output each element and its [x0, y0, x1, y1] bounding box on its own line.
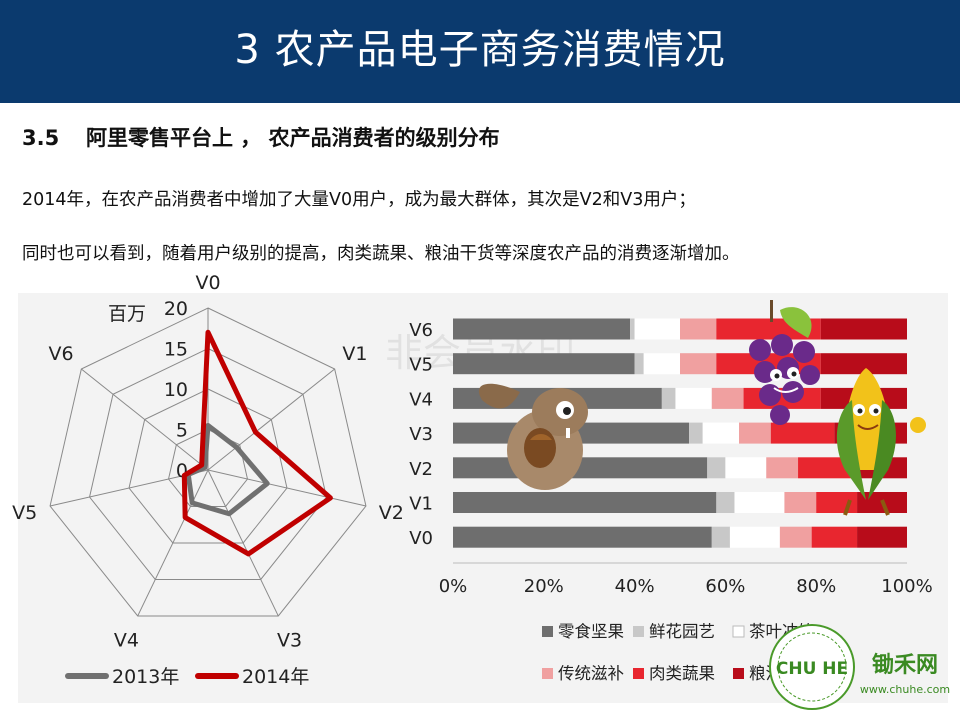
section-title: 阿里零售平台上 ， 农产品消费者的级别分布 — [86, 126, 500, 150]
section-number: 3.5 — [22, 126, 60, 150]
title-bar: 3 农产品电子商务消费情况 — [0, 0, 960, 103]
paragraph-1: 2014年，在农产品消费者中增加了大量V0用户，成为最大群体，其次是V2和V3用… — [22, 190, 696, 210]
section-heading: 3.5 阿里零售平台上 ， 农产品消费者的级别分布 — [22, 122, 500, 152]
paragraph-2: 同时也可以看到，随着用户级别的提高，肉类蔬果、粮油干货等深度农产品的消费逐渐增加… — [22, 244, 740, 264]
radar-axis-label: V0 — [195, 272, 220, 294]
page-title: 3 农产品电子商务消费情况 — [234, 27, 726, 73]
chart-panel — [18, 293, 948, 703]
